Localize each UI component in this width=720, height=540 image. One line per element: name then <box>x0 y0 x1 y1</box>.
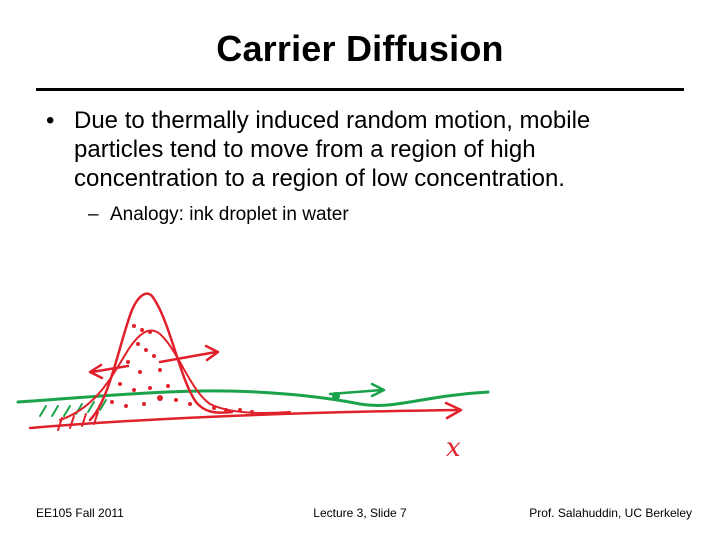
bullet-marker: • <box>46 107 55 134</box>
red-x-axis <box>28 408 462 430</box>
red-peak-curve <box>88 292 234 422</box>
green-hatch-marks <box>39 399 107 417</box>
red-right-arrow <box>158 344 220 364</box>
red-hatch-marks <box>57 411 99 431</box>
sub-bullet-marker: – <box>88 204 99 225</box>
footer-course: EE105 Fall 2011 <box>36 506 124 520</box>
red-broad-curve <box>59 329 291 421</box>
diffusion-sketch: x <box>16 292 490 463</box>
footer-author: Prof. Salahuddin, UC Berkeley <box>529 506 692 520</box>
bullet-text: Due to thermally induced random motion, … <box>74 107 591 192</box>
red-particle-dots <box>110 324 254 414</box>
red-left-arrow <box>88 363 130 380</box>
title-divider <box>36 88 684 91</box>
slide-title: Carrier Diffusion <box>216 28 504 69</box>
axis-label-x: x <box>446 433 461 463</box>
green-dot <box>332 392 340 400</box>
sub-bullet-text: Analogy: ink droplet in water <box>110 204 349 225</box>
footer-slide-number: Lecture 3, Slide 7 <box>313 506 407 520</box>
red-axis-arrowhead <box>444 401 463 420</box>
